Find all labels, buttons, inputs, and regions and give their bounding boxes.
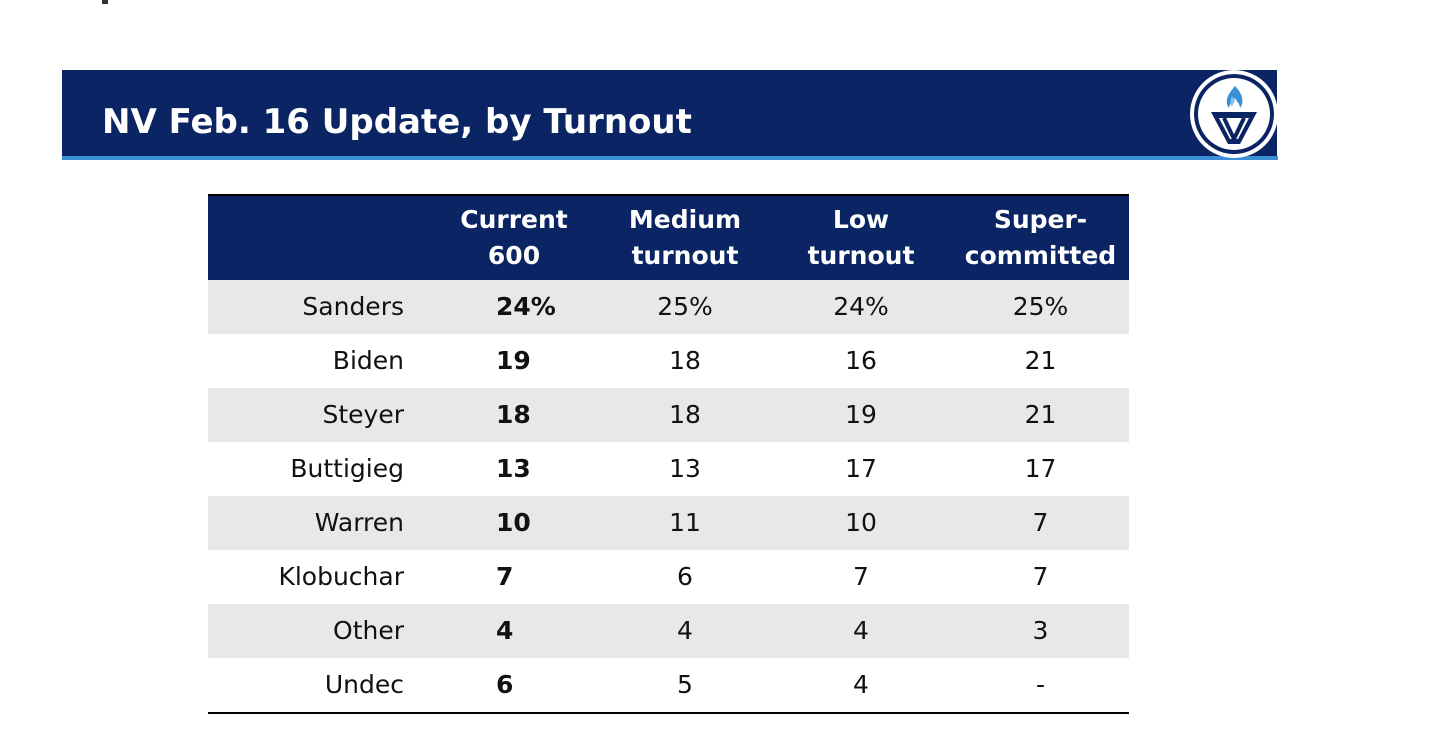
table-row: Biden 19 18 16 21 [208, 334, 1129, 388]
medium-turnout-value: 25% [600, 280, 770, 334]
candidate-name: Other [208, 604, 428, 658]
low-turnout-value: 19 [770, 388, 952, 442]
super-committed-value: 25% [952, 280, 1129, 334]
current-600-value: 19 [428, 334, 600, 388]
current-600-value: 18 [428, 388, 600, 442]
top-edge-mark [102, 0, 108, 4]
title-underline [62, 156, 1278, 160]
super-committed-value: 21 [952, 388, 1129, 442]
candidate-name: Sanders [208, 280, 428, 334]
header-super-committed: Super-committed [952, 194, 1129, 280]
super-committed-value: 7 [952, 550, 1129, 604]
table-header-row: Current 600 Medium turnout Low turnout Super-c… [208, 194, 1129, 280]
candidate-name: Steyer [208, 388, 428, 442]
header-blank [208, 194, 428, 280]
candidate-name: Undec [208, 658, 428, 714]
results-table-container: Current 600 Medium turnout Low turnout Super-c… [208, 194, 1129, 714]
table-row: Undec 6 5 4- [208, 658, 1129, 714]
table-row: Klobuchar 7 6 7 7 [208, 550, 1129, 604]
current-600-value: 10 [428, 496, 600, 550]
candidate-name: Warren [208, 496, 428, 550]
table-row: Buttigieg 13 13 17 17 [208, 442, 1129, 496]
table-row: Warren 10 11 10 7 [208, 496, 1129, 550]
low-turnout-value: 7 [770, 550, 952, 604]
medium-turnout-value: 13 [600, 442, 770, 496]
medium-turnout-value: 4 [600, 604, 770, 658]
low-turnout-value: 24% [770, 280, 952, 334]
title-banner [62, 70, 1277, 156]
candidate-name: Buttigieg [208, 442, 428, 496]
low-turnout-value: 4 [770, 658, 952, 714]
low-turnout-value: 4 [770, 604, 952, 658]
turnout-results-table: Current 600 Medium turnout Low turnout Super-c… [208, 194, 1129, 714]
low-turnout-value: 16 [770, 334, 952, 388]
low-turnout-value: 17 [770, 442, 952, 496]
header-current-600: Current 600 [428, 194, 600, 280]
super-committed-value: 7 [952, 496, 1129, 550]
current-600-value: 13 [428, 442, 600, 496]
medium-turnout-value: 6 [600, 550, 770, 604]
super-committed-value: 21 [952, 334, 1129, 388]
current-600-value: 7 [428, 550, 600, 604]
slide-title: NV Feb. 16 Update, by Turnout [102, 102, 692, 142]
header-medium-turnout: Medium turnout [600, 194, 770, 280]
low-turnout-value: 10 [770, 496, 952, 550]
candidate-name: Klobuchar [208, 550, 428, 604]
current-600-value: 4 [428, 604, 600, 658]
table-row: Steyer 18 18 19 21 [208, 388, 1129, 442]
super-committed-value: 17 [952, 442, 1129, 496]
table-row: Other 4 4 4 3 [208, 604, 1129, 658]
medium-turnout-value: 11 [600, 496, 770, 550]
current-600-value: 6 [428, 658, 600, 714]
medium-turnout-value: 5 [600, 658, 770, 714]
current-600-value: 24% [428, 280, 600, 334]
super-committed-value: - [952, 658, 1129, 714]
medium-turnout-value: 18 [600, 334, 770, 388]
header-low-turnout: Low turnout [770, 194, 952, 280]
super-committed-value: 3 [952, 604, 1129, 658]
torch-logo-icon [1188, 68, 1280, 160]
table-row: Sanders 24% 25% 24% 25% [208, 280, 1129, 334]
candidate-name: Biden [208, 334, 428, 388]
medium-turnout-value: 18 [600, 388, 770, 442]
table-body: Sanders 24% 25% 24% 25% Biden 19 18 16 21 Steyer 18… [208, 280, 1129, 714]
